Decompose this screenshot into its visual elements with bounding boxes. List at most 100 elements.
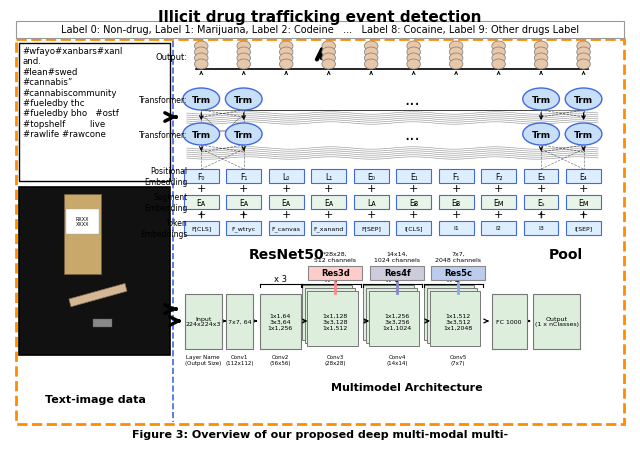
Bar [524,170,559,184]
Ellipse shape [577,48,590,58]
Ellipse shape [280,42,293,52]
Bar [184,196,219,210]
Ellipse shape [280,54,293,64]
Text: Trm: Trm [192,95,211,104]
Ellipse shape [534,60,548,70]
Ellipse shape [407,42,420,52]
Text: 14x14,
1024 channels: 14x14, 1024 channels [374,252,420,262]
Ellipse shape [449,54,463,64]
Text: +: + [451,210,461,219]
Text: Layer Name
(Output Size): Layer Name (Output Size) [185,354,221,365]
Bar [364,285,413,340]
Text: Res5c: Res5c [444,269,472,278]
Ellipse shape [195,42,208,52]
Bar [396,170,431,184]
Ellipse shape [523,124,559,146]
Ellipse shape [195,54,208,64]
Text: +: + [409,184,419,194]
Text: F_wtryc: F_wtryc [232,226,256,231]
Bar [439,222,474,235]
Text: Token
Embeddings: Token Embeddings [140,219,188,238]
Bar [396,196,431,210]
Bar [227,196,261,210]
Text: Eₛ: Eₛ [537,198,545,207]
Bar [311,170,346,184]
Text: Trm: Trm [192,130,211,139]
Text: FC 1000: FC 1000 [497,319,522,324]
Bar [93,319,113,327]
Ellipse shape [577,60,590,70]
Text: +: + [409,210,419,219]
Text: ...: ... [404,126,420,144]
Text: x 3: x 3 [447,275,460,284]
Ellipse shape [577,42,590,52]
Text: +: + [579,184,588,194]
Ellipse shape [449,42,463,52]
Bar [269,196,303,210]
Bar [269,170,303,184]
Ellipse shape [534,48,548,58]
Ellipse shape [407,54,420,64]
Bar [16,22,624,39]
Text: Eᴃ: Eᴃ [409,198,419,207]
Ellipse shape [237,60,250,70]
Ellipse shape [195,60,208,70]
Text: Trm: Trm [532,130,550,139]
Bar [366,288,417,343]
Ellipse shape [280,48,293,58]
Bar [396,222,431,235]
Bar [227,222,261,235]
Ellipse shape [364,42,378,52]
Text: Positional
Embedding: Positional Embedding [145,167,188,186]
Text: +: + [536,210,546,219]
Text: +: + [239,210,248,219]
Text: E₁: E₁ [410,172,417,181]
Text: Input
224x224x3: Input 224x224x3 [186,316,221,327]
Text: Illicit drug trafficking event detection: Illicit drug trafficking event detection [158,10,482,25]
Bar [439,196,474,210]
Ellipse shape [183,89,220,111]
Text: x 4: x 4 [324,275,337,284]
Text: Eᴀ: Eᴀ [196,198,206,207]
Ellipse shape [449,48,463,58]
Bar [305,288,355,343]
Ellipse shape [492,54,506,64]
Bar [524,222,559,235]
Ellipse shape [322,54,335,64]
Text: I1: I1 [453,226,459,231]
Ellipse shape [407,60,420,70]
Text: F₀: F₀ [198,172,205,181]
Bar [481,222,516,235]
Bar [184,170,219,184]
Text: Output:: Output: [156,52,188,62]
Text: Eᴍ: Eᴍ [493,198,504,207]
Bar [481,170,516,184]
Ellipse shape [322,42,335,52]
Text: Trm: Trm [574,95,593,104]
Text: +: + [324,184,333,194]
Text: E₄: E₄ [580,172,588,181]
Text: 7x7, 64: 7x7, 64 [228,319,252,324]
Bar [16,40,624,424]
Text: 1x1,256
3x3,256
1x1,1024: 1x1,256 3x3,256 1x1,1024 [383,313,412,330]
Text: Lᴀ: Lᴀ [367,198,376,207]
Text: F₁: F₁ [240,172,248,181]
Text: Conv4
(14x14): Conv4 (14x14) [387,354,408,365]
Text: Segment
Embedding: Segment Embedding [145,193,188,212]
Ellipse shape [225,124,262,146]
Text: +: + [282,184,291,194]
Text: +: + [579,210,588,219]
Bar [227,294,253,349]
Bar [492,294,527,349]
Text: +: + [282,210,291,219]
Text: L₀: L₀ [282,172,290,181]
Text: Trm: Trm [234,130,253,139]
Ellipse shape [565,89,602,111]
Ellipse shape [407,48,420,58]
Text: Transformer:: Transformer: [140,95,188,104]
Ellipse shape [322,48,335,58]
Text: F[SEP]: F[SEP] [361,226,381,231]
Text: +: + [451,184,461,194]
Text: +: + [536,184,546,194]
Bar [354,196,388,210]
